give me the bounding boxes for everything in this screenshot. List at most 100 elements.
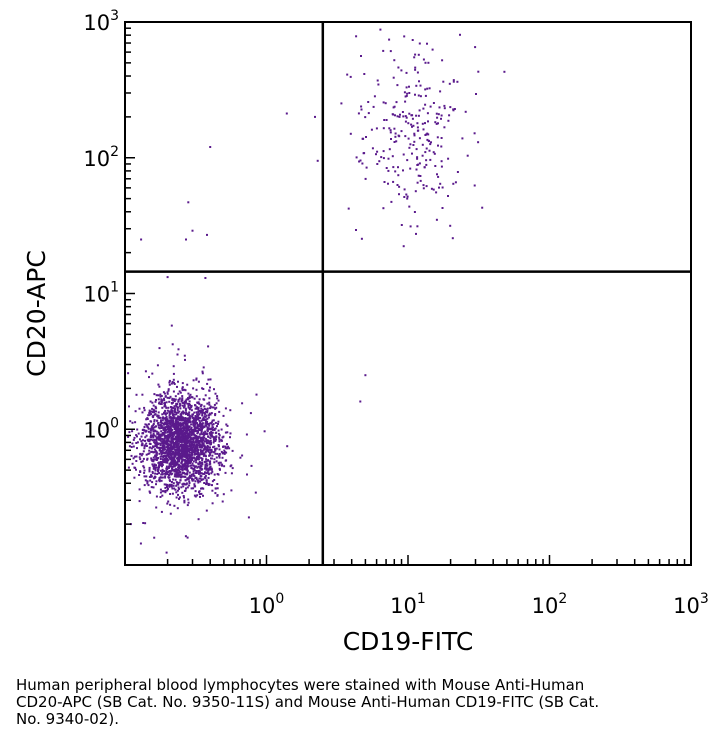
data-point xyxy=(440,160,443,163)
data-point xyxy=(459,33,461,36)
data-point xyxy=(201,442,204,445)
data-point xyxy=(425,163,428,166)
data-point xyxy=(177,493,179,496)
data-point xyxy=(405,94,408,97)
data-point xyxy=(149,479,152,482)
data-point xyxy=(205,468,208,471)
data-point xyxy=(160,464,163,467)
data-point xyxy=(364,177,367,180)
data-point xyxy=(202,454,205,457)
data-point xyxy=(203,473,206,475)
data-point xyxy=(361,162,364,165)
data-point xyxy=(438,186,440,189)
data-point xyxy=(360,237,363,240)
data-point xyxy=(432,188,435,191)
data-point xyxy=(209,440,211,443)
data-point xyxy=(160,430,163,433)
data-point xyxy=(390,138,392,140)
data-point xyxy=(169,412,172,415)
data-point xyxy=(154,400,157,403)
data-point xyxy=(424,103,427,106)
data-point xyxy=(202,417,205,420)
data-point xyxy=(191,447,193,450)
data-point xyxy=(198,493,201,495)
data-point xyxy=(408,92,411,94)
data-point xyxy=(175,496,178,499)
data-point xyxy=(177,466,179,469)
data-point xyxy=(183,468,186,471)
data-point xyxy=(187,441,189,444)
data-point xyxy=(198,446,201,449)
data-point xyxy=(187,498,190,501)
data-point xyxy=(400,224,403,226)
data-point xyxy=(165,406,168,409)
data-point xyxy=(187,417,190,420)
data-point xyxy=(187,405,190,407)
data-point xyxy=(146,457,149,460)
data-point xyxy=(176,385,178,388)
data-point xyxy=(152,435,155,438)
data-point xyxy=(184,389,187,392)
data-point xyxy=(220,450,223,453)
data-point xyxy=(189,431,192,433)
data-point xyxy=(195,470,198,472)
data-point xyxy=(169,440,172,443)
data-point xyxy=(405,193,408,196)
data-point xyxy=(157,424,160,427)
data-point xyxy=(181,471,184,474)
data-point xyxy=(213,403,216,406)
data-point xyxy=(229,436,231,439)
data-point xyxy=(210,451,212,454)
data-point xyxy=(175,405,178,408)
data-point xyxy=(414,93,416,96)
data-point xyxy=(131,430,134,433)
data-point xyxy=(218,456,221,459)
data-point xyxy=(159,403,162,405)
data-point xyxy=(184,429,187,432)
data-point xyxy=(229,465,232,468)
data-point xyxy=(155,456,158,459)
data-point xyxy=(160,455,163,458)
data-point xyxy=(391,155,394,158)
data-point xyxy=(169,423,172,426)
data-point xyxy=(181,424,184,427)
data-point xyxy=(211,480,214,483)
data-point xyxy=(157,431,160,434)
data-point xyxy=(405,71,408,74)
data-point xyxy=(196,418,199,421)
data-point xyxy=(208,389,211,392)
data-point xyxy=(214,392,217,395)
data-point xyxy=(163,483,166,486)
data-point xyxy=(198,462,201,465)
data-point xyxy=(181,389,184,392)
data-point xyxy=(166,426,169,429)
data-point xyxy=(152,428,155,431)
data-point xyxy=(165,456,168,459)
data-point xyxy=(153,393,156,396)
data-point xyxy=(206,471,209,474)
data-point xyxy=(192,423,195,426)
data-point xyxy=(400,130,403,133)
data-point xyxy=(177,415,180,418)
data-point xyxy=(171,409,174,412)
data-point xyxy=(205,424,208,427)
data-point xyxy=(168,447,171,450)
data-point xyxy=(206,417,209,420)
data-point xyxy=(402,169,404,172)
data-point xyxy=(192,418,195,420)
data-point xyxy=(161,465,163,468)
data-point xyxy=(209,442,212,445)
data-point xyxy=(139,542,142,545)
data-point xyxy=(169,410,172,413)
data-point xyxy=(169,479,171,482)
data-point xyxy=(157,470,159,473)
data-point xyxy=(163,392,166,395)
data-point xyxy=(214,440,217,442)
data-point xyxy=(428,140,430,143)
data-point xyxy=(191,229,194,232)
data-point xyxy=(155,445,158,448)
data-point xyxy=(163,433,165,436)
data-point xyxy=(184,407,187,410)
data-point xyxy=(158,452,161,455)
data-point xyxy=(217,432,220,435)
